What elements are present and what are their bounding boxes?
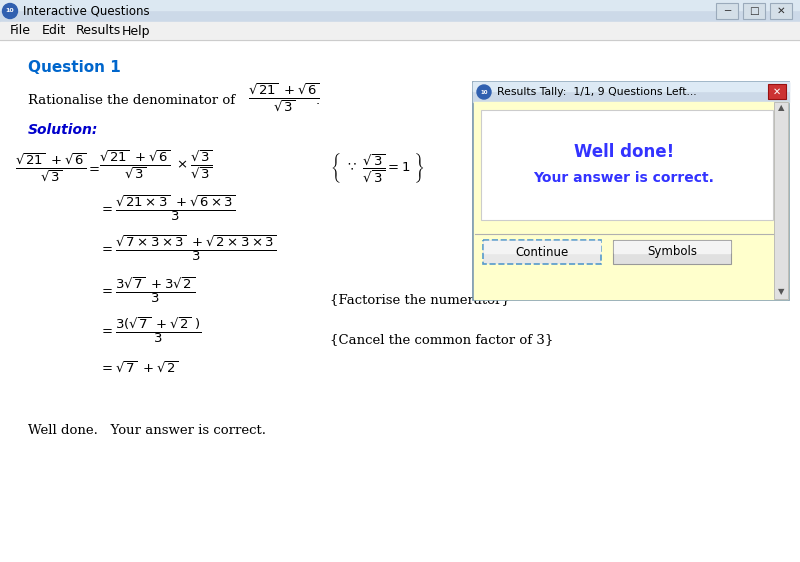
- Bar: [0, 0, 800, 10]
- Text: Edit: Edit: [42, 25, 66, 38]
- Circle shape: [477, 85, 491, 99]
- Bar: [484, 241, 600, 253]
- Text: ─: ─: [724, 6, 730, 16]
- Text: $\left\{\ \because\ \dfrac{\sqrt{3}}{\sqrt{3}}=1\ \right\}$: $\left\{\ \because\ \dfrac{\sqrt{3}}{\sq…: [330, 151, 425, 185]
- Text: Question 1: Question 1: [28, 61, 121, 75]
- Circle shape: [2, 3, 18, 19]
- Text: ✕: ✕: [773, 87, 781, 97]
- Text: Continue: Continue: [515, 246, 569, 259]
- Bar: [614, 241, 730, 253]
- Bar: [768, 84, 786, 99]
- Text: $=\dfrac{3(\sqrt{7}\ +\sqrt{2}\ )}{3}$: $=\dfrac{3(\sqrt{7}\ +\sqrt{2}\ )}{3}$: [99, 315, 202, 345]
- Bar: [716, 3, 738, 19]
- Text: $=\dfrac{3\sqrt{7}\ +3\sqrt{2}}{3}$: $=\dfrac{3\sqrt{7}\ +3\sqrt{2}}{3}$: [99, 275, 195, 305]
- Text: Well done.   Your answer is correct.: Well done. Your answer is correct.: [28, 424, 266, 437]
- Text: ✕: ✕: [777, 6, 786, 16]
- Text: $\dfrac{\sqrt{21}\ +\sqrt{6}}{\sqrt{3}}$: $\dfrac{\sqrt{21}\ +\sqrt{6}}{\sqrt{3}}$: [15, 152, 86, 184]
- Bar: [774, 102, 788, 299]
- Bar: [0, 0, 800, 22]
- Bar: [473, 82, 789, 91]
- Text: $=\dfrac{\sqrt{7\times 3\times 3}\ +\sqrt{2\times 3\times 3}}{3}$: $=\dfrac{\sqrt{7\times 3\times 3}\ +\sqr…: [99, 233, 277, 263]
- Text: Solution:: Solution:: [28, 123, 98, 137]
- Text: .: .: [316, 94, 320, 107]
- Text: $\dfrac{\sqrt{21}\ +\sqrt{6}}{\sqrt{3}}$: $\dfrac{\sqrt{21}\ +\sqrt{6}}{\sqrt{3}}$: [248, 82, 319, 114]
- Text: ▼: ▼: [778, 288, 784, 297]
- Bar: [483, 240, 601, 264]
- Text: Interactive Questions: Interactive Questions: [23, 4, 150, 17]
- Text: $=$: $=$: [86, 161, 100, 174]
- Text: Results Tally:  1/1, 9 Questions Left...: Results Tally: 1/1, 9 Questions Left...: [497, 87, 697, 97]
- Bar: [473, 82, 789, 102]
- Text: File: File: [10, 25, 31, 38]
- Bar: [743, 3, 765, 19]
- Text: $=\dfrac{\sqrt{21\times 3}\ +\sqrt{6\times 3}}{3}$: $=\dfrac{\sqrt{21\times 3}\ +\sqrt{6\tim…: [99, 193, 236, 223]
- Text: Well done!: Well done!: [574, 143, 674, 161]
- Bar: [481, 110, 773, 220]
- Text: Rationalise the denominator of: Rationalise the denominator of: [28, 94, 235, 107]
- Text: ▲: ▲: [778, 103, 784, 112]
- Bar: [474, 102, 788, 299]
- Text: Symbols: Symbols: [647, 246, 697, 259]
- Text: {Cancel the common factor of 3}: {Cancel the common factor of 3}: [330, 333, 554, 347]
- Bar: [613, 240, 731, 264]
- Text: Results: Results: [76, 25, 122, 38]
- Text: 10: 10: [6, 8, 14, 13]
- Bar: [473, 82, 789, 300]
- Text: 10: 10: [480, 89, 488, 94]
- Text: $=\sqrt{7}\ +\sqrt{2}$: $=\sqrt{7}\ +\sqrt{2}$: [99, 360, 178, 375]
- Text: □: □: [749, 6, 759, 16]
- Bar: [0, 22, 800, 40]
- Text: $\dfrac{\sqrt{21}\ +\sqrt{6}}{\sqrt{3}}\ \times\dfrac{\sqrt{3}}{\sqrt{3}}$: $\dfrac{\sqrt{21}\ +\sqrt{6}}{\sqrt{3}}\…: [99, 149, 213, 181]
- Text: {Factorise the numerator}: {Factorise the numerator}: [330, 293, 510, 306]
- Bar: [770, 3, 792, 19]
- Text: Help: Help: [122, 25, 150, 38]
- Text: Your answer is correct.: Your answer is correct.: [534, 171, 714, 185]
